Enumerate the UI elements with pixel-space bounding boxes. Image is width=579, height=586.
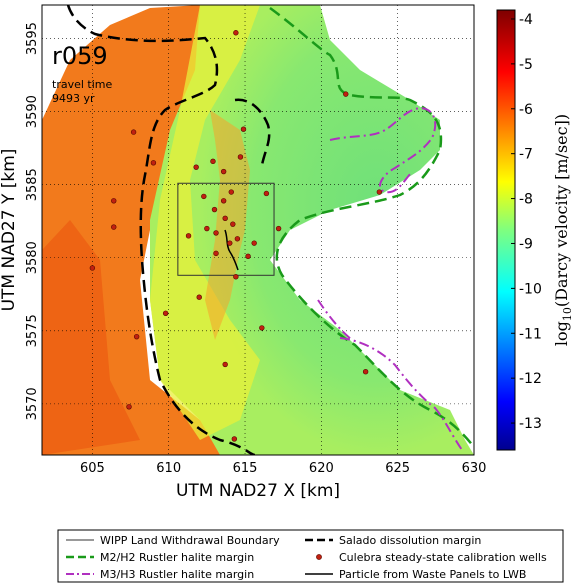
x-tick-label: 605 [80,461,105,476]
x-tick-labels: 605 610 615 620 625 630 [80,461,486,476]
calibration-well-point [89,265,96,271]
calibration-well-point [220,198,227,204]
calibration-well-point [251,240,257,246]
y-tick-label: 3575 [25,314,40,347]
svg-text:Salado dissolution margin: Salado dissolution margin [339,534,481,547]
colorbar-tick-label: -9 [519,236,533,252]
field-west-core [42,220,140,455]
calibration-wells [89,30,383,442]
y-tick-label: 3595 [25,22,40,55]
calibration-well-point [362,369,369,375]
calibration-well-point [213,250,219,257]
colorbar-tick-label: -12 [519,371,542,387]
x-tick-label: 625 [385,461,410,476]
calibration-well-point [234,236,241,242]
calibration-well-point [130,129,137,135]
calibration-well-point [233,30,239,36]
x-axis-label: UTM NAD27 X [km] [176,481,340,501]
y-tick-label: 3570 [25,387,40,420]
calibration-well-point [231,436,238,442]
calibration-well-point [204,225,210,232]
calibration-well-point [240,126,247,132]
calibration-well-point [150,160,157,166]
y-tick-label: 3585 [25,168,40,201]
calibration-well-point [376,189,383,195]
calibration-well-point [245,253,251,259]
legend-entry-wipp: WIPP Land Withdrawal Boundary [66,534,280,547]
m3h3-margin-line [317,106,463,451]
calibration-well-point [259,325,265,331]
calibration-well-point [230,221,236,227]
legend-entry-salado: Salado dissolution margin [305,534,481,547]
run-id-label: r059 [52,42,108,70]
calibration-well-point [222,361,228,368]
y-tick-label: 3590 [25,95,40,128]
calibration-well-point [237,154,244,160]
legend-entry-m2h2: M2/H2 Rustler halite margin [66,551,254,564]
legend-entry-particle: Particle from Waste Panels to LWB [305,568,526,581]
calibration-well-point [126,404,132,410]
salado-margin-line [66,5,271,455]
legend-entry-m3h3: M3/H3 Rustler halite margin [66,568,254,581]
calibration-well-point [193,164,199,170]
colorbar-tick-label: -13 [519,416,542,432]
colorbar-label-rest: (Darcy velocity [m/sec]) [552,114,571,307]
m2h2-margin-line [269,6,474,448]
x-tick-label: 620 [309,461,334,476]
field-orange-streaks [205,110,250,340]
calibration-well-point [213,230,219,236]
travel-time-value: 9493 yr [52,92,95,105]
calibration-well-point [133,333,140,340]
calibration-well-point [185,233,192,239]
calibration-well-point [111,224,117,230]
grid-lines [42,5,474,455]
travel-time-label: travel time [52,78,112,91]
calibration-well-point [263,190,270,197]
colorbar-tick-label: -4 [519,12,533,28]
calibration-well-point [210,158,216,165]
particle-path [224,229,239,271]
colorbar-tick-label: -11 [519,326,542,342]
calibration-well-point [343,91,349,97]
x-tick-label: 610 [156,461,181,476]
colorbar-tick-label: -8 [519,192,533,208]
svg-text:WIPP Land Withdrawal Boundary: WIPP Land Withdrawal Boundary [100,534,280,547]
plot-frame [41,4,475,456]
calibration-well-point [211,206,218,213]
svg-text:M3/H3 Rustler halite margin: M3/H3 Rustler halite margin [100,568,254,581]
plot-area [42,5,474,455]
colorbar-label-main: log [552,321,571,346]
colorbar-tick-label: -5 [519,57,533,73]
field-yellow-bands [150,5,260,440]
svg-text:Particle from Waste Panels to: Particle from Waste Panels to LWB [339,568,526,581]
calibration-well-point [196,294,202,300]
calibration-well-point [220,168,227,175]
y-tick-labels: 3570 3575 3580 3585 3590 3595 [25,22,40,420]
colorbar-label-sub: 10 [561,307,574,321]
calibration-well-point [275,225,282,232]
calibration-well-point [227,240,233,246]
calibration-well-point [222,215,228,222]
calibration-well-point [111,198,117,204]
colorbar [496,9,516,451]
calibration-well-point [201,193,207,200]
legend-entry-wells: Culebra steady-state calibration wells [316,551,547,564]
calibration-well-point [228,189,234,195]
svg-text:M2/H2 Rustler halite margin: M2/H2 Rustler halite margin [100,551,254,564]
colorbar-tick-label: -10 [519,281,542,297]
svg-text:Culebra steady-state calibrati: Culebra steady-state calibration wells [339,551,547,564]
wipp-land-withdrawal-boundary [177,182,275,276]
colorbar-tick-label: -6 [519,102,533,118]
colorbar-tick-label: -7 [519,147,533,163]
x-tick-label: 615 [233,461,258,476]
x-tick-label: 630 [462,461,487,476]
y-tick-label: 3580 [25,241,40,274]
colorbar-label: log10(Darcy velocity [m/sec]) [552,114,574,346]
calibration-well-point [162,310,169,316]
y-axis-label: UTM NAD27 Y [km] [0,149,19,312]
calibration-well-point [233,274,239,280]
colorbar-ticks: -4 -5 -6 -7 -8 -9 -10 -11 -12 -13 [511,12,542,432]
